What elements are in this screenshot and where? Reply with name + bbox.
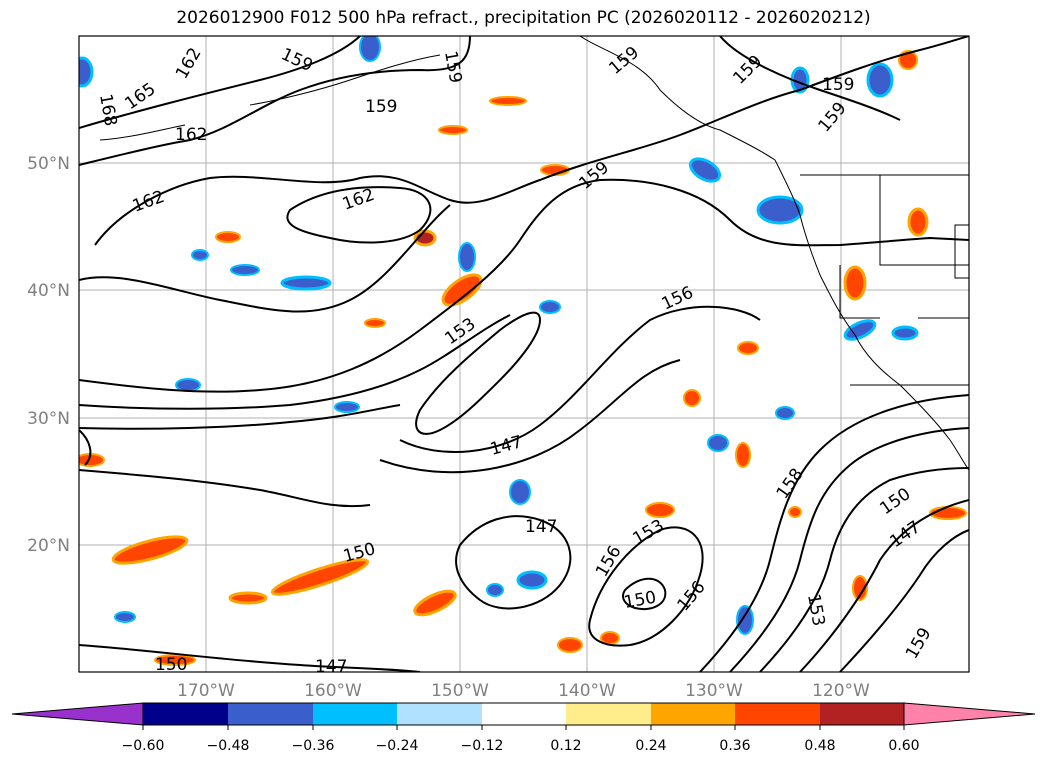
lon-label: 130°W — [685, 681, 743, 701]
colorbar-tick: 0.24 — [635, 738, 666, 754]
colorbar-tick: 0.12 — [550, 738, 581, 754]
contours — [79, 36, 969, 672]
colorbar-segment — [313, 703, 397, 725]
lon-label: 170°W — [177, 681, 235, 701]
colorbar-segment — [228, 703, 313, 725]
colorbar-segment — [651, 703, 735, 725]
colorbar-tick: −0.24 — [376, 738, 419, 754]
lat-label: 30°N — [27, 409, 70, 429]
chart-title: 2026012900 F012 500 hPa refract., precip… — [176, 8, 871, 28]
colorbar-segment — [820, 703, 904, 725]
colorbar-segment — [482, 703, 566, 725]
lat-label: 20°N — [27, 536, 70, 556]
lon-label: 120°W — [812, 681, 870, 701]
contour-label: 147 — [525, 517, 557, 537]
colorbar-tick: 0.36 — [719, 738, 750, 754]
lon-label: 150°W — [431, 681, 489, 701]
latitude-labels: 50°N 40°N 30°N 20°N — [27, 154, 70, 556]
lat-label: 50°N — [27, 154, 70, 174]
contour-label: 162 — [175, 125, 207, 145]
colorbar-segment — [735, 703, 820, 725]
lon-label: 140°W — [558, 681, 616, 701]
colorbar-segment — [566, 703, 651, 725]
contour-label: 159 — [822, 75, 854, 95]
lat-label: 40°N — [27, 281, 70, 301]
colorbar-segment — [143, 703, 228, 725]
colorbar-extend-max — [903, 702, 1036, 726]
colorbar-segment — [397, 703, 482, 725]
longitude-labels: 170°W 160°W 150°W 140°W 130°W 120°W — [177, 681, 870, 701]
lon-label: 160°W — [304, 681, 362, 701]
colorbar: −0.60 −0.48 −0.36 −0.24 −0.12 0.12 0.24 … — [11, 702, 1036, 754]
colorbar-extend-min — [11, 702, 144, 726]
precip-negative — [79, 36, 919, 635]
contour-label: 150 — [155, 655, 187, 675]
contour-label: 159 — [365, 97, 397, 117]
colorbar-tick: 0.48 — [804, 738, 835, 754]
colorbar-tick: −0.48 — [207, 738, 250, 754]
graticule — [79, 36, 969, 672]
colorbar-tick: −0.36 — [292, 738, 335, 754]
colorbar-tick: −0.60 — [122, 738, 165, 754]
contour-label: 147 — [315, 657, 347, 677]
colorbar-tick: −0.12 — [461, 738, 504, 754]
colorbar-tick: 0.60 — [888, 738, 919, 754]
